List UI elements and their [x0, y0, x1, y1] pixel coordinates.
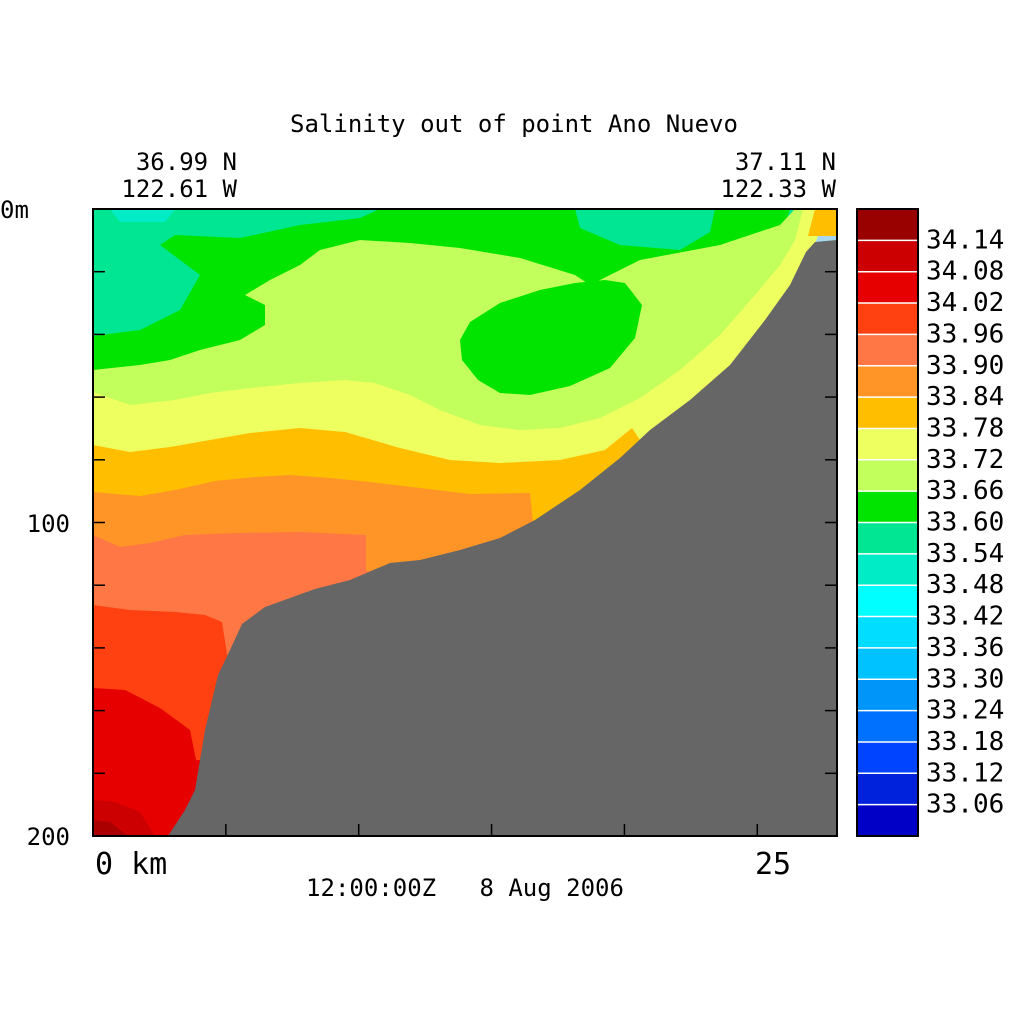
colorbar-level-label: 34.14 [926, 225, 1004, 255]
y-tick-label-200: 200 [27, 823, 70, 851]
colorbar-frame [856, 208, 919, 837]
colorbar-swatch [857, 428, 918, 461]
left-latitude: 36.99 N [136, 148, 237, 176]
colorbar-swatch [857, 710, 918, 743]
band-33-78-surface-strip [808, 209, 837, 236]
left-longitude: 122.61 W [121, 175, 237, 203]
colorbar-level-label: 33.24 [926, 696, 1004, 726]
colorbar-level-label: 33.48 [926, 570, 1004, 600]
colorbar-level-label: 33.54 [926, 539, 1004, 569]
colorbar-level-label: 33.96 [926, 319, 1004, 349]
bathymetry-land [168, 240, 837, 836]
colorbar-level-label: 33.78 [926, 413, 1004, 443]
band-33-60-core [460, 280, 642, 395]
colorbar-swatch [857, 397, 918, 429]
colorbar-level-label: 33.66 [926, 476, 1004, 506]
timestamp-label: 12:00:00Z 8 Aug 2006 [306, 874, 624, 902]
colorbar-swatch [857, 365, 918, 398]
x-tick-label-0: 0 km [95, 847, 167, 882]
colorbar-swatch [857, 459, 918, 492]
colorbar-level-label: 33.42 [926, 602, 1004, 632]
x-tick-label-25: 25 [755, 847, 791, 882]
band-33-48 [110, 209, 175, 222]
colorbar-level-label: 33.18 [926, 727, 1004, 757]
colorbar-swatch [857, 240, 918, 273]
colorbar-swatch [857, 303, 918, 335]
colorbar-swatch [857, 741, 918, 774]
y-tick-label-100: 100 [27, 510, 70, 538]
colorbar-level-label: 34.02 [926, 288, 1004, 318]
colorbar-swatch [857, 334, 918, 367]
colorbar-swatch [857, 209, 918, 241]
right-longitude: 122.33 W [720, 175, 836, 203]
colorbar-level-label: 33.72 [926, 445, 1004, 475]
colorbar-swatch [857, 553, 918, 586]
colorbar-level-label: 33.90 [926, 351, 1004, 381]
colorbar-swatch [857, 679, 918, 712]
colorbar-swatch [857, 522, 918, 555]
colorbar-swatch [857, 271, 918, 304]
colorbar-level-label: 33.12 [926, 758, 1004, 788]
colorbar-swatch [857, 491, 918, 523]
axis-ticks [93, 270, 837, 836]
colorbar-swatch [857, 616, 918, 649]
colorbar-swatch [857, 585, 918, 618]
colorbar-level-label: 33.06 [926, 790, 1004, 820]
colorbar: 34.1434.0834.0233.9633.9033.8433.7833.72… [856, 208, 1004, 837]
y-tick-label-0: 0m [0, 196, 29, 224]
colorbar-level-label: 34.08 [926, 257, 1004, 287]
band-34-14 [93, 820, 128, 836]
contour-field [93, 209, 837, 836]
colorbar-level-label: 33.30 [926, 664, 1004, 694]
colorbar-level-label: 33.36 [926, 633, 1004, 663]
colorbar-swatch [857, 804, 918, 837]
colorbar-swatch [857, 647, 918, 680]
colorbar-level-label: 33.60 [926, 508, 1004, 538]
right-latitude: 37.11 N [735, 148, 836, 176]
chart-title: Salinity out of point Ano Nuevo [290, 110, 738, 138]
colorbar-swatch [857, 773, 918, 806]
colorbar-level-label: 33.84 [926, 382, 1004, 412]
